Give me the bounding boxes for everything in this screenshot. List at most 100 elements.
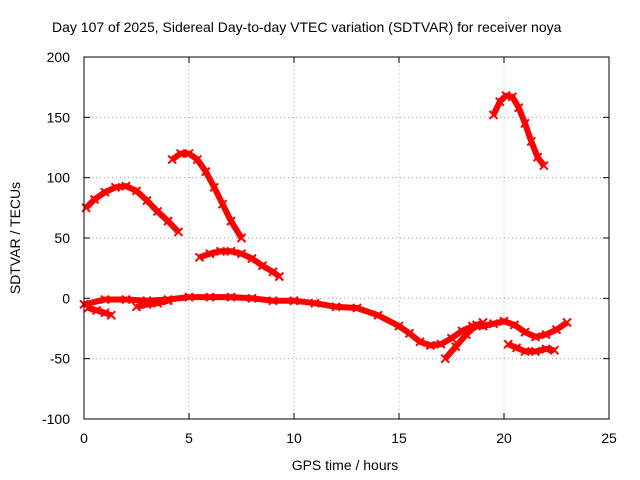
data-point [394, 321, 404, 331]
x-tick-label: 0 [80, 430, 88, 446]
data-point [121, 181, 131, 191]
data-point [488, 318, 499, 329]
data-point [530, 346, 541, 357]
axes [83, 56, 610, 420]
data-point [100, 187, 110, 197]
data-point [226, 216, 236, 226]
x-tick-label: 25 [601, 430, 617, 446]
y-tick-label: 150 [47, 109, 71, 125]
data-point [526, 136, 537, 147]
data-point [236, 233, 247, 243]
data-point [184, 292, 194, 302]
x-tick-label: 20 [496, 430, 512, 446]
data-point [226, 292, 236, 302]
y-tick-label: -100 [42, 411, 70, 427]
x-tick-label: 10 [286, 430, 302, 446]
series-arc-6 [87, 305, 113, 319]
data-point [89, 194, 100, 205]
x-tick-labels: 0 5 10 15 20 25 [80, 430, 617, 446]
y-tick-labels: -100 -50 0 50 100 150 200 [42, 49, 70, 427]
data-point [83, 303, 93, 313]
data-point [184, 148, 194, 159]
data-point [541, 329, 551, 340]
data-point [131, 302, 142, 312]
chart-title: Day 107 of 2025, Sidereal Day-to-day VTE… [52, 19, 562, 35]
data-point [209, 182, 219, 193]
data-point [217, 199, 228, 209]
series-arc-2 [170, 150, 245, 240]
data-point [106, 310, 117, 320]
data-point [194, 252, 205, 263]
data-point [274, 271, 285, 282]
data-point [520, 327, 530, 337]
data-point [247, 253, 257, 264]
data-point [511, 343, 522, 353]
data-point [100, 308, 110, 318]
data-point [131, 186, 142, 196]
y-tick-label: 50 [54, 230, 70, 246]
data-point [436, 339, 446, 349]
data-point [247, 293, 257, 304]
data-point [257, 261, 268, 271]
data-point [205, 248, 215, 259]
data-point [201, 166, 211, 177]
data-point [520, 118, 530, 129]
y-tick-label: 100 [47, 170, 71, 186]
data-point [404, 328, 415, 339]
data-point [499, 316, 509, 326]
data-point [100, 294, 110, 305]
data-point [507, 92, 518, 102]
data-point [175, 148, 186, 159]
data-point [152, 206, 163, 217]
data-point [310, 298, 320, 308]
x-tick-label: 5 [185, 430, 193, 446]
data-point [509, 320, 520, 330]
data-point [142, 299, 152, 310]
data-point [352, 303, 362, 313]
data-point [539, 160, 549, 171]
data-point [163, 216, 173, 226]
data-point [81, 203, 91, 213]
data-point [173, 227, 184, 237]
data-point [163, 296, 173, 306]
data-point [373, 310, 383, 320]
x-axis-label: GPS time / hours [292, 457, 399, 473]
gridlines [84, 57, 609, 419]
data-point [562, 317, 572, 328]
data-point [461, 329, 471, 340]
data-point [446, 333, 457, 343]
data-point [532, 152, 543, 162]
data-point [268, 296, 278, 306]
x-tick-label: 15 [391, 430, 407, 446]
data-point [415, 337, 425, 347]
data-point [513, 102, 524, 113]
data-point [142, 195, 152, 206]
data-point [440, 353, 450, 364]
data-point [478, 317, 488, 328]
data-point [551, 324, 562, 335]
data-point [121, 294, 131, 305]
data-point [549, 345, 560, 355]
plot-frame [83, 56, 610, 420]
data-point [425, 340, 436, 351]
data-point [205, 292, 215, 302]
data-point [152, 298, 163, 308]
data-point [471, 320, 482, 330]
data-point [110, 182, 121, 193]
y-tick-label: 200 [47, 49, 71, 65]
data-point [530, 332, 541, 342]
data-point [167, 154, 177, 165]
series-arc-1 [83, 183, 181, 235]
data-point [488, 110, 499, 120]
data-point [236, 248, 247, 259]
plot-series [79, 90, 572, 364]
data-point [520, 346, 530, 357]
series-arc-7 [135, 297, 169, 310]
y-axis-label: SDTVAR / TECUs [7, 182, 23, 294]
data-point [215, 246, 226, 256]
y-tick-label: -50 [50, 351, 70, 367]
data-point [192, 154, 203, 165]
data-point [268, 267, 278, 277]
data-point [91, 305, 102, 316]
